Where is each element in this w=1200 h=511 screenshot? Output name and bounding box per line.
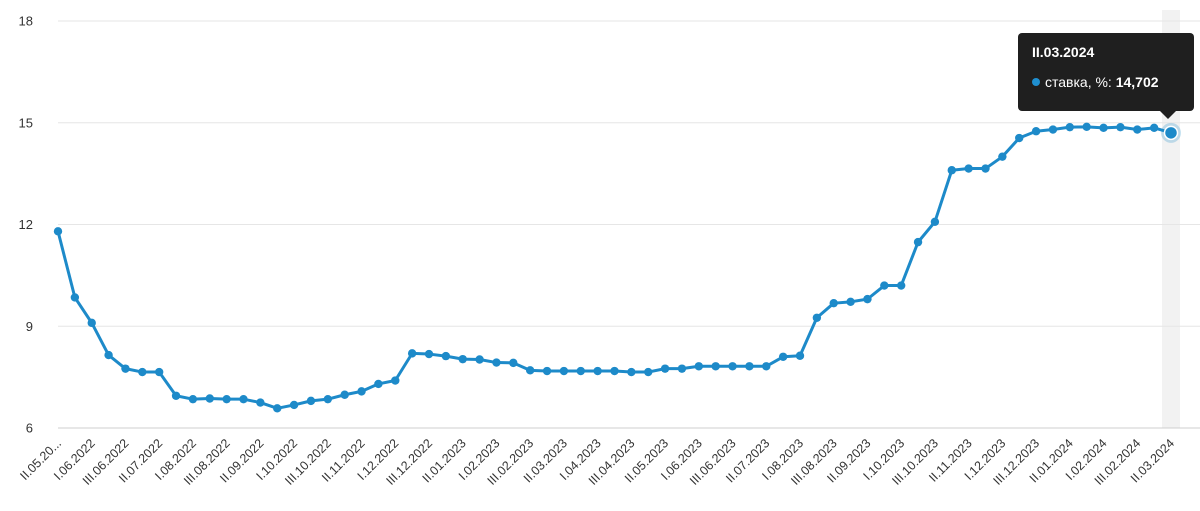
data-point	[981, 164, 990, 173]
data-point	[273, 404, 282, 413]
data-point	[1065, 122, 1075, 132]
data-point	[171, 391, 181, 400]
y-tick-label: 6	[26, 421, 33, 436]
y-tick-label: 9	[26, 319, 33, 334]
data-point	[964, 164, 973, 173]
hover-point	[1163, 125, 1179, 141]
data-point	[70, 293, 80, 302]
data-point	[863, 294, 872, 304]
data-point	[1031, 127, 1041, 136]
data-point	[154, 367, 164, 377]
data-point	[745, 362, 754, 371]
data-point	[930, 217, 940, 226]
data-point	[795, 351, 805, 360]
data-point	[913, 237, 923, 247]
tooltip-series-label: ставка, %:	[1045, 74, 1112, 90]
y-axis: 6 9 12 15 18	[19, 14, 33, 436]
data-point	[407, 349, 417, 358]
series-rate	[53, 122, 1181, 413]
data-point	[829, 298, 838, 308]
data-point	[1116, 122, 1125, 132]
data-point	[812, 313, 822, 322]
data-point	[559, 366, 569, 376]
data-point	[289, 400, 299, 410]
data-point	[610, 366, 619, 376]
data-point	[509, 358, 518, 368]
data-point	[846, 297, 855, 307]
data-point	[323, 394, 333, 404]
data-point	[947, 166, 956, 175]
y-tick-label: 12	[19, 217, 33, 232]
data-point	[475, 355, 484, 364]
data-point	[374, 379, 383, 389]
data-point	[222, 394, 231, 404]
data-point	[340, 390, 349, 399]
data-point	[205, 394, 214, 403]
data-point	[53, 227, 63, 236]
data-point	[1082, 122, 1091, 132]
data-point	[492, 358, 501, 367]
y-tick-label: 15	[19, 115, 33, 130]
data-point	[694, 362, 704, 371]
data-point	[441, 351, 451, 361]
data-point	[424, 349, 434, 359]
data-point	[880, 281, 889, 290]
tooltip: II.03.2024 ставка, %: 14,702	[1018, 33, 1194, 119]
data-point	[104, 350, 113, 360]
tooltip-date: II.03.2024	[1032, 44, 1095, 60]
data-point	[1099, 123, 1108, 133]
data-point	[121, 364, 130, 373]
data-point	[593, 366, 602, 376]
data-point	[239, 394, 248, 404]
data-point	[762, 362, 771, 371]
data-point	[1048, 125, 1058, 134]
data-point	[1149, 123, 1159, 133]
data-point	[576, 366, 585, 376]
data-point	[711, 362, 720, 371]
data-point	[525, 366, 535, 375]
series-marker-icon	[1032, 78, 1040, 86]
data-point	[256, 398, 265, 407]
data-point	[627, 367, 636, 377]
tooltip-value: 14,702	[1115, 74, 1159, 90]
series-line	[56, 125, 1173, 410]
data-point	[306, 396, 316, 406]
data-point	[728, 362, 737, 371]
data-point	[644, 367, 653, 377]
data-point	[1015, 133, 1024, 143]
data-point	[1133, 125, 1142, 134]
y-tick-label: 18	[19, 14, 33, 29]
data-point	[778, 352, 788, 361]
data-point	[87, 318, 96, 328]
data-point	[188, 394, 198, 404]
data-point	[998, 152, 1007, 161]
data-point	[357, 387, 366, 396]
data-point	[458, 354, 467, 364]
data-point	[542, 366, 552, 376]
x-axis: II.05.20...I.06.2022III.06.2022II.07.202…	[17, 436, 1177, 488]
tooltip-row: ставка, %: 14,702	[1032, 74, 1180, 90]
data-point	[391, 376, 400, 385]
data-point	[138, 367, 147, 377]
data-point	[677, 364, 687, 373]
data-point	[660, 364, 670, 373]
data-point	[896, 281, 906, 290]
